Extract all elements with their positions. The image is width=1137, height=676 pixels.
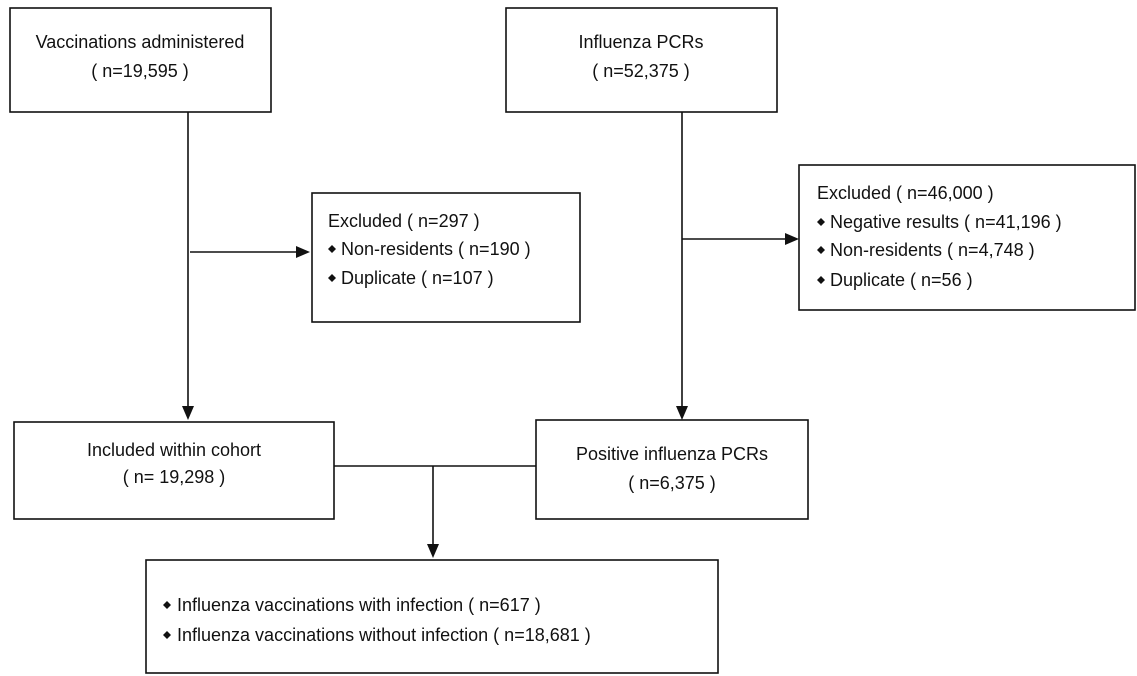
box-text: Positive influenza PCRs (576, 444, 768, 464)
bullet (163, 631, 171, 639)
bullet (328, 245, 336, 253)
bullet (817, 218, 825, 226)
box-text: Excluded ( n=46,000 ) (817, 183, 994, 203)
arrow-head (676, 406, 688, 420)
box (9, 7, 272, 113)
box-text: Excluded ( n=297 ) (328, 211, 480, 231)
box-text: Duplicate ( n=56 ) (830, 270, 973, 290)
box (13, 421, 335, 520)
box (798, 164, 1136, 311)
box-text: ( n=6,375 ) (628, 473, 716, 493)
bullet (817, 276, 825, 284)
box-text: Non-residents ( n=4,748 ) (830, 240, 1035, 260)
box-text: ( n=19,595 ) (91, 61, 189, 81)
bullet (328, 274, 336, 282)
box-text: Influenza vaccinations without infection… (177, 625, 591, 645)
box-text: ( n=52,375 ) (592, 61, 690, 81)
bullet (817, 246, 825, 254)
arrow-head (785, 233, 799, 245)
box-text: Duplicate ( n=107 ) (341, 268, 494, 288)
arrow-head (427, 544, 439, 558)
box-text: Vaccinations administered (36, 32, 245, 52)
box (505, 7, 778, 113)
bullet (163, 601, 171, 609)
box-text: Non-residents ( n=190 ) (341, 239, 531, 259)
box-text: Influenza PCRs (578, 32, 703, 52)
box (535, 419, 809, 520)
box (145, 559, 719, 674)
arrow-head (296, 246, 310, 258)
arrow-head (182, 406, 194, 420)
box-text: Included within cohort (87, 440, 261, 460)
box-text: ( n= 19,298 ) (123, 467, 226, 487)
box-text: Negative results ( n=41,196 ) (830, 212, 1062, 232)
box-text: Influenza vaccinations with infection ( … (177, 595, 541, 615)
box (311, 192, 581, 323)
